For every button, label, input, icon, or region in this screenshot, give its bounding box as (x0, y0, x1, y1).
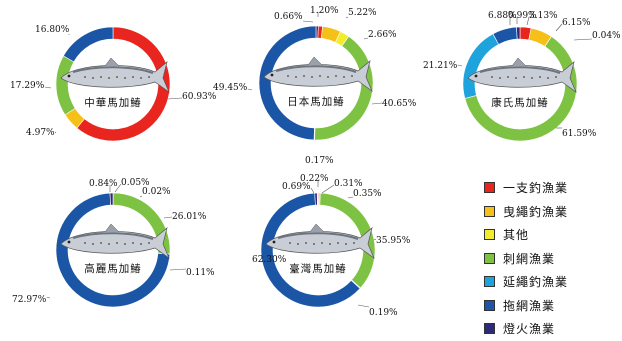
legend-item: 拖網漁業 (484, 294, 620, 318)
legend-item: 其他 (484, 223, 620, 247)
leader-line (45, 87, 51, 88)
donut-chart: 日本馬加鰆 0.66% 1.20% 5.22% 2.66% 40.65% 0.17% 49.4… (213, 6, 417, 166)
legend: 一支釣漁業 曳繩釣漁業 其他 刺網漁業 延繩釣漁業 拖網漁業 燈火漁業 (484, 176, 620, 341)
legend-swatch (484, 276, 495, 287)
legend-label: 曳繩釣漁業 (503, 203, 568, 220)
leader-line (170, 269, 186, 270)
leader-line (372, 103, 382, 104)
legend-label: 一支釣漁業 (503, 179, 568, 196)
data-label: 0.31% (334, 179, 363, 189)
legend-swatch (484, 229, 495, 240)
legend-label: 刺網漁業 (503, 250, 555, 267)
data-label: 40.65% (382, 99, 417, 109)
data-label: 0.99% (508, 11, 537, 21)
leader-line (248, 89, 252, 90)
donut-chart: 中華馬加鰆 60.93% 4.97% 17.29% 16.80% (10, 25, 217, 141)
donut-slice (315, 36, 373, 140)
donut-slice (463, 34, 499, 99)
data-label: 16.80% (35, 25, 70, 35)
data-label: 0.02% (142, 187, 171, 197)
data-label: 0.66% (274, 12, 303, 22)
leader-line (574, 39, 592, 40)
legend-label: 燈火漁業 (503, 320, 555, 337)
chart-title: 臺灣馬加鰆 (289, 262, 347, 275)
data-label: 0.22% (300, 174, 329, 184)
donut-chart: 康氏馬加鰆3.13%6.15%0.04%61.59%21.21%6.88%0.9… (423, 11, 621, 141)
donut-slice (56, 56, 75, 115)
leader-line (55, 132, 56, 133)
data-label: 17.29% (10, 81, 45, 91)
chart-title: 中華馬加鰆 (84, 96, 142, 109)
leader-line (458, 65, 462, 66)
data-label: 21.21% (423, 61, 458, 71)
data-label: 0.17% (305, 156, 334, 166)
legend-label: 其他 (503, 226, 529, 243)
data-label: 5.22% (348, 8, 377, 18)
chart-title: 康氏馬加鰆 (491, 96, 549, 109)
leader-line (47, 297, 50, 298)
legend-swatch (484, 253, 495, 264)
data-label: 1.20% (310, 6, 339, 16)
legend-item: 刺網漁業 (484, 247, 620, 271)
legend-label: 拖網漁業 (503, 297, 555, 314)
data-label: 0.04% (592, 31, 621, 41)
legend-swatch (484, 182, 495, 193)
data-label: 61.59% (562, 129, 597, 139)
leader-line (168, 98, 182, 99)
donut-slice (317, 193, 318, 205)
data-label: 0.35% (353, 189, 382, 199)
leader-line (358, 305, 369, 307)
legend-label: 延繩釣漁業 (503, 273, 568, 290)
data-label: 60.93% (182, 92, 217, 102)
data-label: 26.01% (172, 212, 207, 222)
data-label: 2.66% (368, 30, 397, 40)
donut-slice (516, 27, 520, 39)
chart-title: 高麗馬加鰆 (84, 262, 142, 275)
data-label: 49.45% (213, 83, 248, 93)
data-label: 0.11% (186, 268, 215, 278)
legend-item: 延繩釣漁業 (484, 270, 620, 294)
data-label: 0.84% (89, 179, 118, 189)
data-label: 62.30% (252, 255, 287, 265)
legend-swatch (484, 206, 495, 217)
data-label: 35.95% (376, 236, 411, 246)
leader-line (164, 217, 172, 218)
donut-slice (63, 27, 113, 62)
leader-line (303, 21, 313, 22)
data-label: 6.15% (562, 18, 591, 28)
legend-swatch (484, 300, 495, 311)
donut-chart: 臺灣馬加鰆0.31%0.35%35.95%0.19%62.30%0.69%0.2… (252, 174, 411, 318)
donut-slice (110, 193, 113, 205)
legend-item: 一支釣漁業 (484, 176, 620, 200)
data-label: 4.97% (26, 128, 55, 138)
legend-swatch (484, 323, 495, 334)
chart-title: 日本馬加鰆 (287, 95, 345, 108)
legend-item: 曳繩釣漁業 (484, 200, 620, 224)
data-label: 72.97% (12, 295, 47, 305)
leader-line (311, 188, 314, 193)
legend-item: 燈火漁業 (484, 317, 620, 341)
leader-line (322, 185, 334, 193)
data-label: 0.19% (369, 308, 398, 318)
